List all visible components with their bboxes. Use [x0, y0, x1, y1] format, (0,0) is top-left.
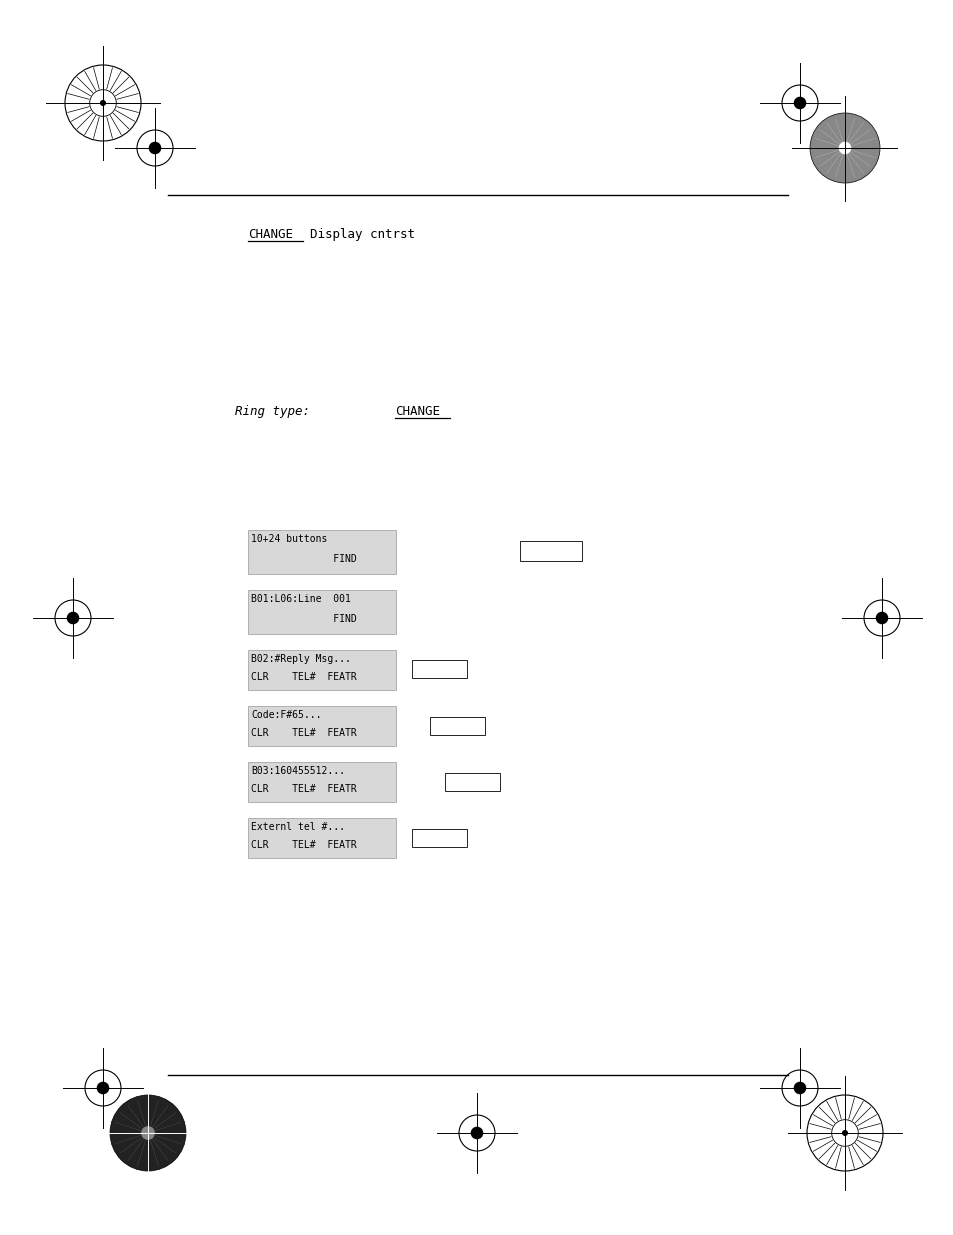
- Text: FIND: FIND: [251, 555, 356, 564]
- Bar: [248, 818, 395, 858]
- Text: Ring type:: Ring type:: [234, 405, 310, 417]
- Circle shape: [110, 1095, 186, 1171]
- Text: B01:L06:Line  001: B01:L06:Line 001: [251, 594, 351, 604]
- Circle shape: [841, 1130, 847, 1136]
- Circle shape: [67, 611, 79, 625]
- Text: Code:F#65...: Code:F#65...: [251, 710, 321, 720]
- Text: B03:160455512...: B03:160455512...: [251, 766, 345, 776]
- Bar: [430, 718, 484, 735]
- Circle shape: [793, 96, 805, 110]
- Bar: [519, 541, 581, 561]
- Text: CHANGE: CHANGE: [395, 405, 439, 417]
- Bar: [444, 773, 499, 790]
- Bar: [412, 659, 467, 678]
- Circle shape: [793, 1082, 805, 1094]
- Bar: [412, 829, 467, 847]
- Text: Externl tel #...: Externl tel #...: [251, 823, 345, 832]
- Text: CLR    TEL#  FEATR: CLR TEL# FEATR: [251, 672, 356, 682]
- Circle shape: [809, 112, 879, 183]
- Text: CLR    TEL#  FEATR: CLR TEL# FEATR: [251, 727, 356, 739]
- Circle shape: [149, 142, 161, 154]
- Circle shape: [875, 611, 887, 625]
- Bar: [248, 762, 395, 802]
- Text: B02:#Reply Msg...: B02:#Reply Msg...: [251, 655, 351, 664]
- Circle shape: [141, 1126, 154, 1140]
- Text: CLR    TEL#  FEATR: CLR TEL# FEATR: [251, 784, 356, 794]
- Text: FIND: FIND: [251, 614, 356, 624]
- Text: CHANGE: CHANGE: [248, 228, 293, 241]
- Circle shape: [96, 1082, 110, 1094]
- Bar: [248, 530, 395, 574]
- Text: CLR    TEL#  FEATR: CLR TEL# FEATR: [251, 840, 356, 850]
- Circle shape: [470, 1126, 483, 1140]
- Circle shape: [838, 142, 850, 154]
- Bar: [248, 706, 395, 746]
- Bar: [248, 650, 395, 690]
- Text: 10+24 buttons: 10+24 buttons: [251, 534, 327, 543]
- Text: Display cntrst: Display cntrst: [310, 228, 415, 241]
- Circle shape: [100, 100, 106, 106]
- Bar: [248, 590, 395, 634]
